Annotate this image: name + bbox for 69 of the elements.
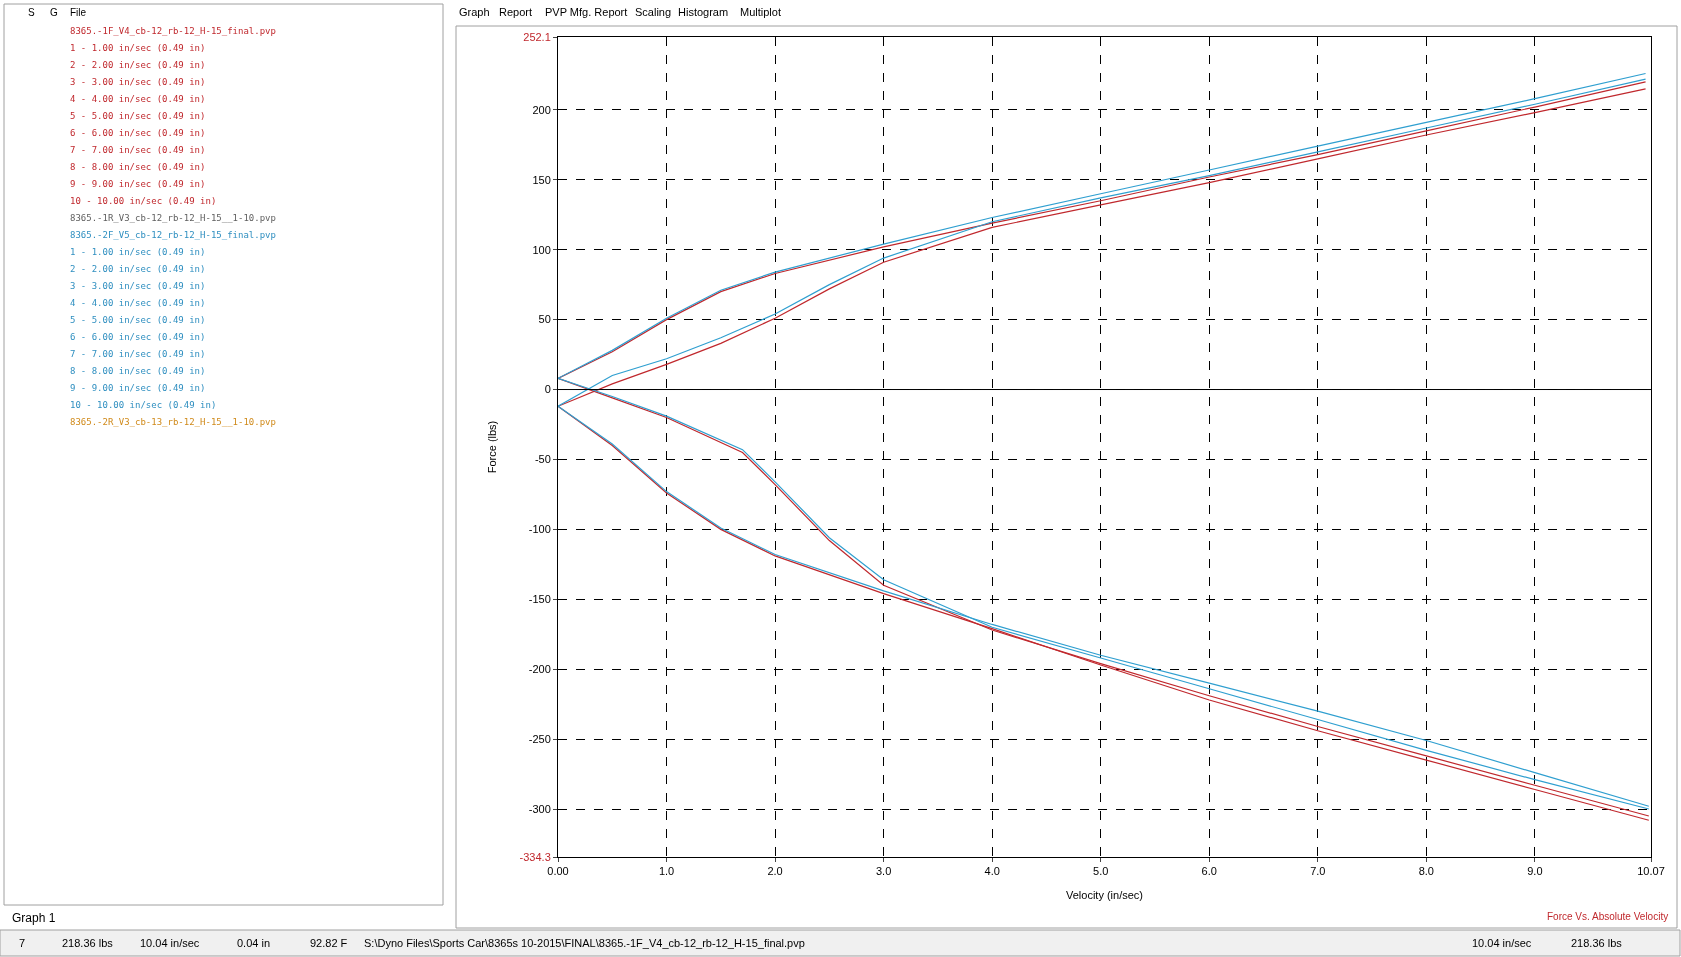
text: 7 - 7.00 in/sec (0.49 in): [70, 145, 206, 155]
text: 3 - 3.00 in/sec (0.49 in): [70, 77, 206, 87]
x-tick-label: 8.0: [1418, 865, 1434, 878]
text: 10.04 in/sec: [1472, 937, 1532, 949]
text: 8 - 8.00 in/sec (0.49 in): [70, 366, 206, 376]
text: Report: [499, 6, 533, 18]
y-tick-label: -100: [528, 523, 551, 536]
text: 2 - 2.00 in/sec (0.49 in): [70, 60, 206, 70]
x-tick-label: 6.0: [1201, 865, 1217, 878]
text: Force Vs. Absolute Velocity: [1547, 911, 1669, 922]
text: 6 - 6.00 in/sec (0.49 in): [70, 332, 206, 342]
y-axis-title: Force (lbs): [486, 420, 499, 474]
text: 9 - 9.00 in/sec (0.49 in): [70, 179, 206, 189]
text: S:\Dyno Files\Sports Car\8365s 10-2015\FINAL\8365.-1F_V4_cb-12_rb-12_H-15_final.pvp: [364, 937, 805, 949]
caption: Graph 1: [12, 911, 56, 925]
y-tick-label: 200: [532, 103, 551, 116]
text: 7 - 7.00 in/sec (0.49 in): [70, 349, 206, 359]
text: 10.04 in/sec: [140, 937, 200, 949]
x-tick-label: 7.0: [1310, 865, 1326, 878]
text: 7: [19, 937, 26, 949]
text: 8365.-1R_V3_cb-12_rb-12_H-15__1-10.pvp: [70, 213, 276, 223]
text: Histogram: [678, 6, 729, 18]
y-tick-label: 100: [532, 243, 551, 256]
text: 5 - 5.00 in/sec (0.49 in): [70, 315, 206, 325]
x-tick-label: 3.0: [875, 865, 892, 878]
text: 8 - 8.00 in/sec (0.49 in): [70, 162, 206, 172]
y-tick-label: -334.3: [519, 850, 551, 863]
text: G: [50, 7, 58, 18]
text: 218.36 lbs: [1571, 937, 1623, 949]
text: 5 - 5.00 in/sec (0.49 in): [70, 111, 206, 121]
y-tick-label: -50: [534, 453, 551, 466]
y-tick-label: 50: [538, 313, 551, 326]
text: File: [70, 7, 87, 18]
text: 1 - 1.00 in/sec (0.49 in): [70, 247, 206, 257]
text: 218.36 lbs: [62, 937, 114, 949]
text: PVP Mfg. Report: [545, 6, 628, 18]
x-tick-label: 10.07: [1637, 865, 1665, 878]
text: 4 - 4.00 in/sec (0.49 in): [70, 298, 206, 308]
text: 10 - 10.00 in/sec (0.49 in): [70, 400, 217, 410]
x-tick-label: 1.0: [658, 865, 675, 878]
y-tick-label: 0: [544, 383, 551, 396]
text: Scaling: [635, 6, 672, 18]
x-tick-label: 9.0: [1527, 865, 1543, 878]
text: 3 - 3.00 in/sec (0.49 in): [70, 281, 206, 291]
y-tick-label: 252.1: [523, 30, 551, 43]
x-tick-label: 0.00: [547, 865, 569, 878]
x-axis-title: Velocity (in/sec): [1065, 889, 1144, 902]
text: 8365.-2R_V3_cb-13_rb-12_H-15__1-10.pvp: [70, 417, 276, 427]
y-tick-label: -250: [528, 732, 551, 745]
y-tick-label: -150: [528, 593, 551, 606]
text: 10 - 10.00 in/sec (0.49 in): [70, 196, 217, 206]
text: Multiplot: [740, 6, 781, 18]
text: Graph: [459, 6, 490, 18]
text: 0.04 in: [237, 937, 271, 949]
y-tick-label: -300: [528, 802, 551, 815]
x-tick-label: 4.0: [984, 865, 1000, 878]
y-tick-label: -200: [528, 663, 551, 676]
text: 8365.-1F_V4_cb-12_rb-12_H-15_final.pvp: [70, 26, 276, 36]
text: 4 - 4.00 in/sec (0.49 in): [70, 94, 206, 104]
text: 6 - 6.00 in/sec (0.49 in): [70, 128, 206, 138]
x-tick-label: 5.0: [1093, 865, 1109, 878]
text: 9 - 9.00 in/sec (0.49 in): [70, 383, 206, 393]
text: 1 - 1.00 in/sec (0.49 in): [70, 43, 206, 53]
x-tick-label: 2.0: [767, 865, 783, 878]
text: 8365.-2F_V5_cb-12_rb-12_H-15_final.pvp: [70, 230, 276, 240]
y-tick-label: 150: [532, 173, 551, 186]
text: 2 - 2.00 in/sec (0.49 in): [70, 264, 206, 274]
text: 92.82 F: [310, 937, 348, 949]
text: S: [28, 7, 35, 18]
